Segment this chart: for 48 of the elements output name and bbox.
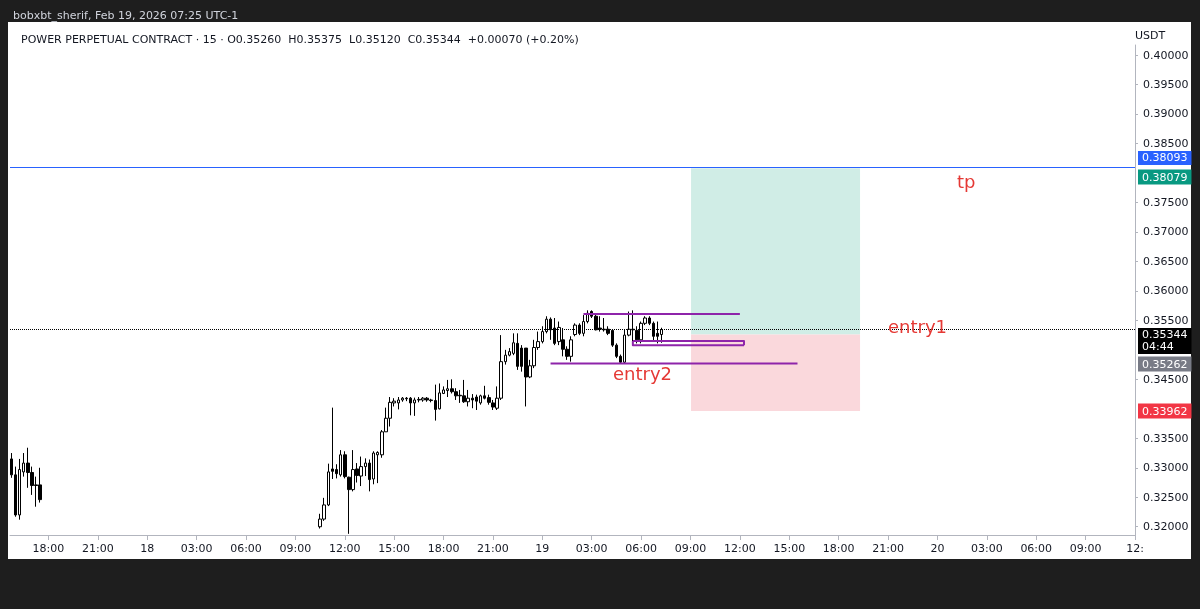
x-tick-label: 03:00 — [970, 542, 1003, 555]
x-tick-label: 18:00 — [822, 542, 855, 555]
x-tick-label: 09:00 — [674, 542, 707, 555]
x-tick-label: 06:00 — [625, 542, 657, 555]
x-tick-label: 19 — [535, 542, 550, 555]
x-tick-label: 15:00 — [378, 542, 410, 555]
y-tick-label: 0.32500 — [1143, 490, 1189, 504]
y-tick-label: 0.39500 — [1143, 78, 1189, 92]
chart-subtitle: POWER PERPETUAL CONTRACT · 15 · O0.35260 H0.35375 L0.35120 C0.35344 +0.00070 (+0.20%) — [21, 33, 579, 46]
x-tick-label: 21:00 — [872, 542, 904, 555]
x-tick-label: 20 — [930, 542, 945, 555]
y-tick-label: 0.36000 — [1143, 284, 1189, 298]
x-tick-label: 18:00 — [427, 542, 460, 555]
x-tick-label: 18:00 — [32, 542, 65, 555]
text: 0.38079 — [1142, 170, 1188, 184]
x-tick-label: 12:00 — [724, 542, 756, 555]
x-tick-label: 21:00 — [81, 542, 114, 555]
x-tick-label: 15:00 — [773, 542, 806, 555]
y-tick-label: 0.32000 — [1143, 520, 1189, 534]
ref-line-label: 0.35344 04:44 — [1142, 328, 1188, 354]
annotation: tp — [957, 170, 976, 192]
y-tick-label: 0.35500 — [1143, 313, 1189, 327]
x-tick-label: 12:00 — [328, 542, 361, 555]
x-tick-label: 09:00 — [279, 542, 312, 555]
y-tick-label: 0.34500 — [1143, 372, 1189, 386]
y-tick-label: 0.39000 — [1143, 107, 1189, 121]
y-tick-label: 0.37500 — [1143, 195, 1189, 209]
x-tick-label: 12: — [1126, 542, 1144, 555]
ref-line-label: 0.38093 — [1142, 151, 1188, 165]
y-tick-label: 0.33000 — [1143, 461, 1189, 475]
y-tick-label: 0.40000 — [1143, 48, 1189, 62]
x-tick-label: 18 — [140, 542, 155, 555]
x-tick-label: 09:00 — [1069, 542, 1102, 555]
y-tick-label: 0.37000 — [1143, 225, 1189, 239]
y-tick-label: 0.36500 — [1143, 254, 1189, 268]
x-tick-label: 21:00 — [477, 542, 509, 555]
annotation: entry1 — [888, 315, 948, 337]
y-tick-label: 0.38500 — [1143, 136, 1189, 150]
x-tick-label: 06:00 — [230, 542, 262, 555]
annotation: entry2 — [613, 362, 673, 384]
y-axis-title: USDT — [1135, 29, 1166, 42]
text: 0.33962 — [1142, 404, 1188, 418]
x-tick-label: 06:00 — [1020, 542, 1053, 555]
x-tick-label: 03:00 — [180, 542, 213, 555]
text: 0.35262 — [1142, 357, 1188, 371]
x-tick-label: 03:00 — [575, 542, 608, 555]
chart-title: bobxbt_sherif, Feb 19, 2026 07:25 UTC-1 — [13, 9, 239, 22]
y-tick-label: 0.33500 — [1143, 431, 1189, 445]
